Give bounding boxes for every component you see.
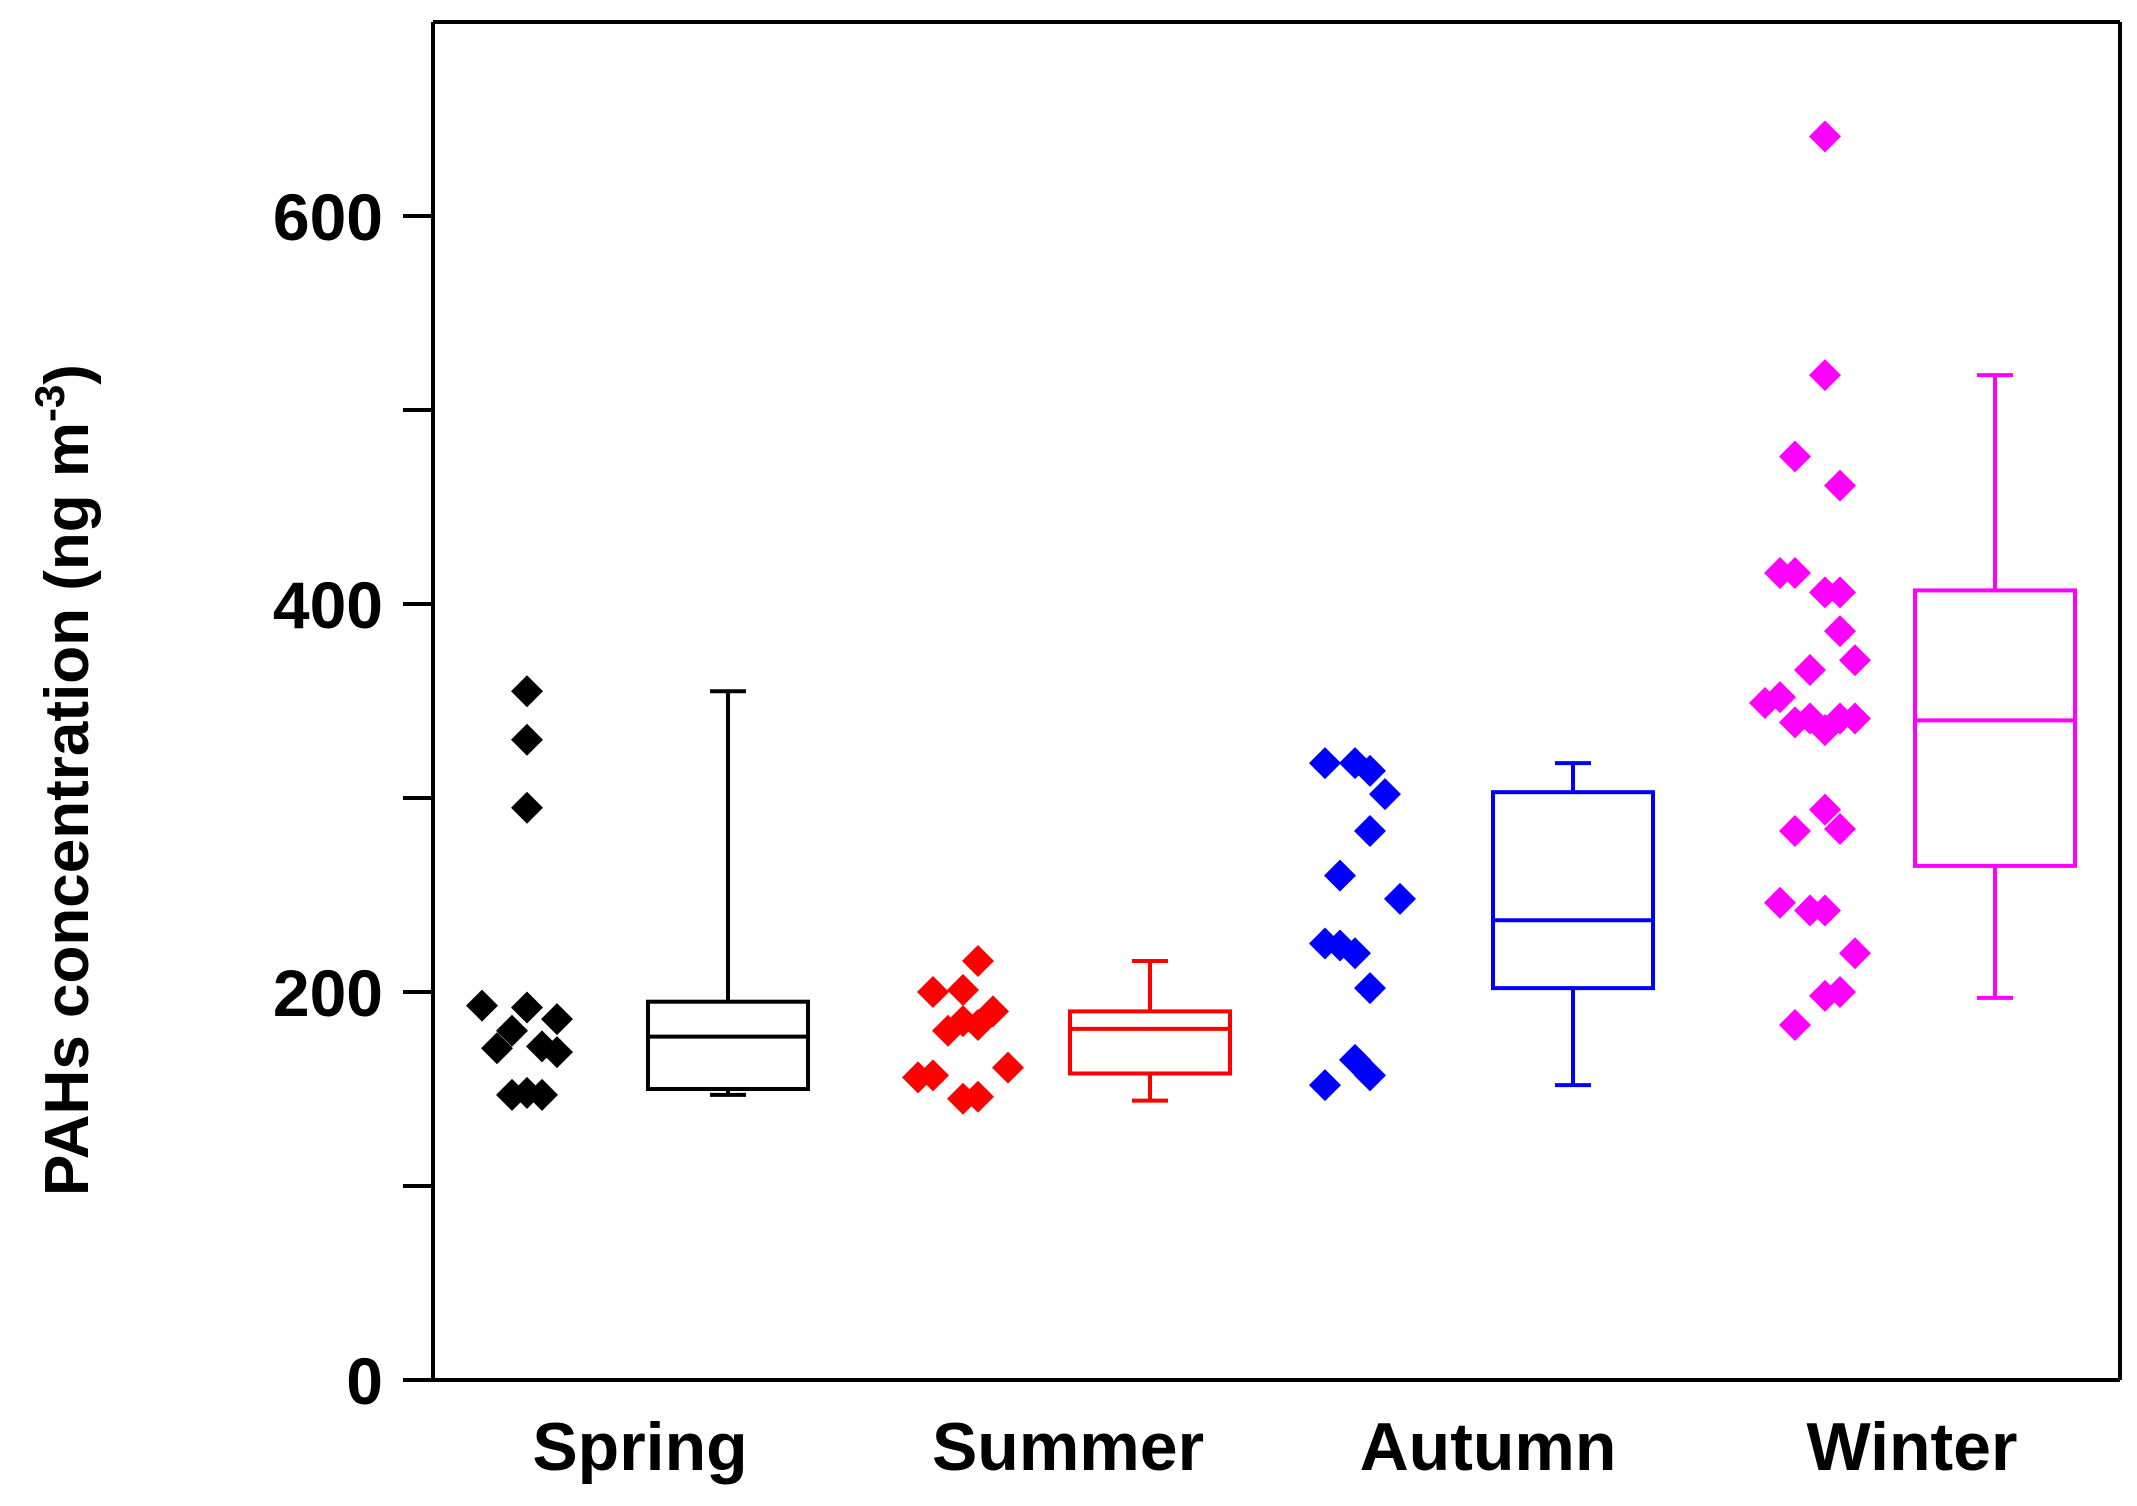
box-summer: [1068, 958, 1232, 1103]
data-point-diamond: [1779, 814, 1811, 847]
data-point-diamond: [1384, 882, 1416, 915]
data-point-diamond: [496, 1014, 528, 1047]
data-point-diamond: [1794, 653, 1826, 686]
data-point-diamond: [1824, 469, 1856, 502]
data-point-diamond: [541, 1003, 573, 1036]
data-point-diamond: [511, 723, 543, 756]
data-point-diamond: [511, 991, 543, 1024]
data-point-diamond: [1779, 556, 1811, 589]
box-autumn: [1491, 761, 1655, 1088]
data-point-diamond: [962, 1080, 994, 1113]
plot-frame: [431, 20, 2122, 1382]
data-point-diamond: [1809, 359, 1841, 392]
data-point-diamond: [1809, 894, 1841, 927]
data-point-diamond: [1824, 576, 1856, 609]
data-point-diamond: [1309, 747, 1341, 780]
y-axis-ticks: 0 200 400 600: [273, 180, 433, 1418]
data-point-diamond: [1764, 886, 1796, 919]
data-point-diamond: [917, 1059, 949, 1092]
data-point-diamond: [541, 1036, 573, 1069]
x-category-label: Spring: [532, 1409, 747, 1485]
y-tick-label: 600: [273, 180, 383, 254]
data-point-diamond: [1764, 681, 1796, 714]
box-iqr: [646, 999, 810, 1092]
data-point-diamond: [947, 974, 979, 1007]
y-axis-title-superscript: -3: [26, 385, 73, 422]
box-winter: [1913, 373, 2077, 1000]
box-iqr: [1068, 1009, 1232, 1076]
data-point-diamond: [977, 995, 1009, 1028]
data-point-diamond: [1369, 778, 1401, 811]
data-point-diamond: [1824, 976, 1856, 1008]
data-point-diamond: [992, 1051, 1024, 1084]
data-point-diamond: [1779, 440, 1811, 473]
data-point-diamond: [1324, 859, 1356, 892]
data-point-diamond: [1339, 937, 1371, 970]
data-point-diamond: [511, 675, 543, 708]
y-tick-label: 200: [273, 956, 383, 1030]
y-axis-title: PAHs concentration (ng m-3): [26, 364, 102, 1196]
y-tick-label: 0: [346, 1344, 383, 1418]
box-spring: [646, 689, 810, 1097]
data-point-diamond: [481, 1032, 513, 1065]
data-point-diamond: [917, 976, 949, 1008]
data-point-diamond: [526, 1078, 558, 1111]
data-point-diamond: [1809, 793, 1841, 826]
data-point-diamond: [1839, 644, 1871, 677]
data-point-diamond: [932, 1014, 964, 1047]
data-point-diamond: [1354, 972, 1386, 1005]
y-axis-title-main: PAHs concentration (ng m: [33, 422, 102, 1196]
x-category-label: Autumn: [1360, 1409, 1617, 1485]
data-point-diamond: [1354, 1059, 1386, 1092]
data-point-diamond: [1809, 120, 1841, 153]
data-point-diamond: [1824, 813, 1856, 846]
data-point-diamond: [466, 989, 498, 1022]
data-points: [466, 120, 1871, 1115]
data-point-diamond: [962, 944, 994, 977]
data-point-diamond: [511, 791, 543, 824]
box-iqr: [1491, 790, 1655, 991]
y-axis-title-close: ): [33, 364, 102, 385]
data-point-diamond: [1779, 1008, 1811, 1041]
y-tick-label: 400: [273, 568, 383, 642]
data-point-diamond: [1839, 702, 1871, 735]
data-point-diamond: [1354, 814, 1386, 847]
x-category-label: Winter: [1807, 1409, 2018, 1485]
box-iqr: [1913, 588, 2077, 868]
data-point-diamond: [1354, 754, 1386, 787]
data-point-diamond: [1839, 937, 1871, 970]
category-labels: Spring Summer Autumn Winter: [532, 1409, 2017, 1485]
x-category-label: Summer: [932, 1409, 1204, 1485]
box-whiskers: [646, 373, 2077, 1103]
data-point-diamond: [1309, 1069, 1341, 1102]
data-point-diamond: [1824, 615, 1856, 648]
